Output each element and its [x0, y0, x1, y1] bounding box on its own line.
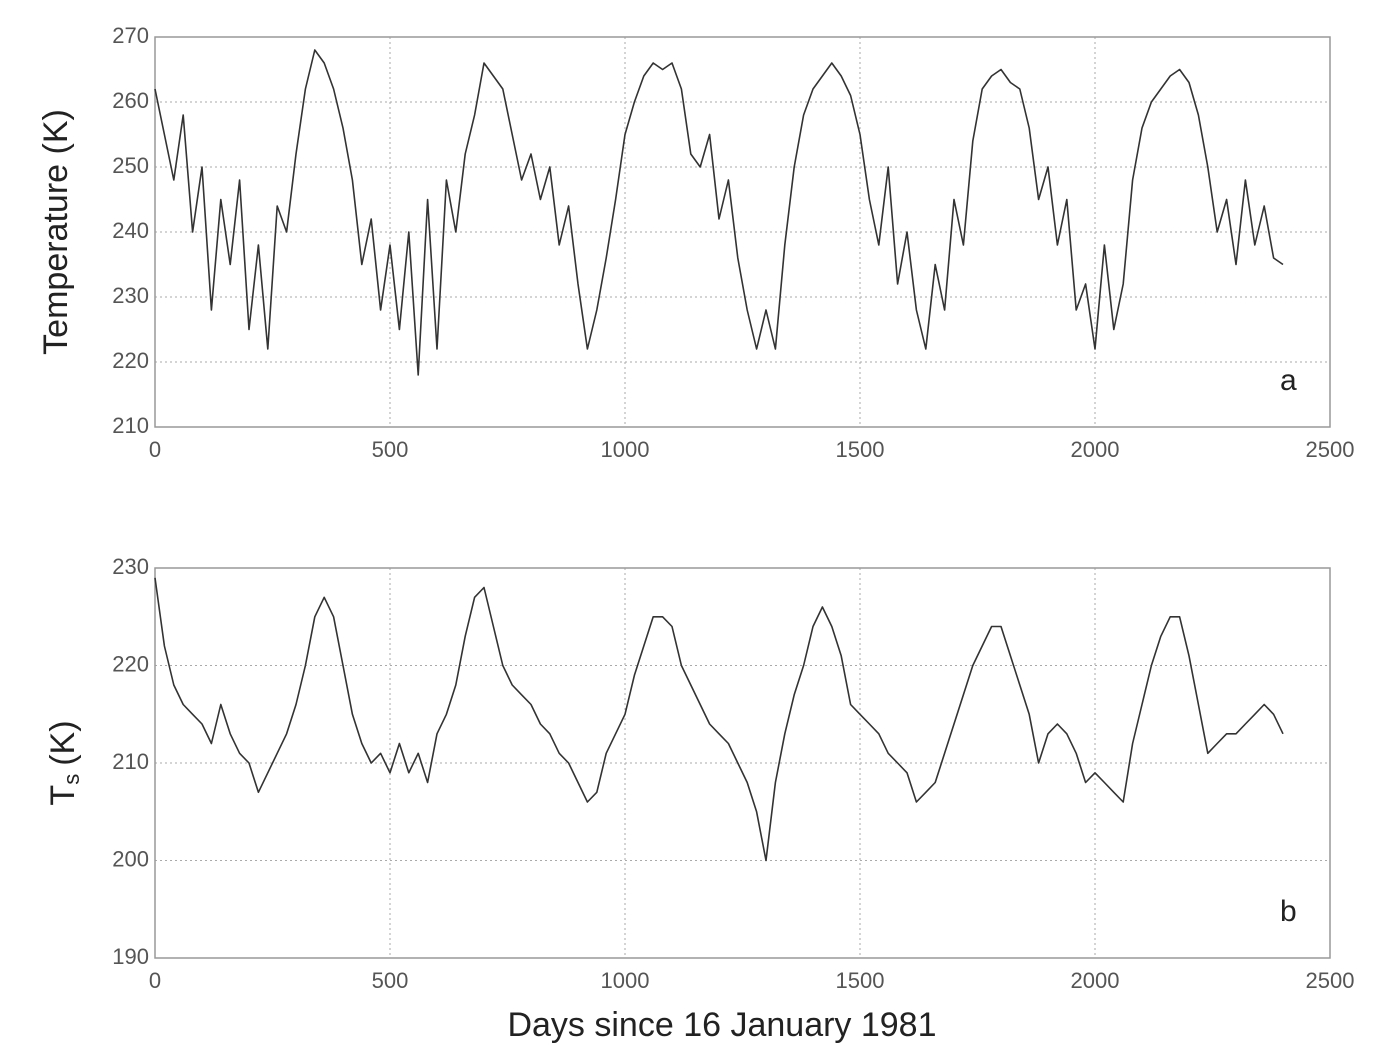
y-tick-label: 210 — [112, 413, 149, 438]
y-tick-label: 210 — [112, 749, 149, 774]
y-tick-label: 270 — [112, 23, 149, 48]
y-tick-label: 200 — [112, 846, 149, 871]
x-tick-label: 1500 — [836, 968, 885, 993]
x-tick-label: 2000 — [1071, 437, 1120, 462]
x-tick-label: 1000 — [601, 968, 650, 993]
y-axis-label-unit: (K) — [44, 720, 82, 765]
y-tick-label: 240 — [112, 218, 149, 243]
y-tick-label: 250 — [112, 153, 149, 178]
y-axis-label-main: T — [44, 785, 82, 806]
x-tick-label: 1500 — [836, 437, 885, 462]
x-axis-label: Days since 16 January 1981 — [507, 1006, 936, 1044]
y-axis-label-subscript: s — [59, 774, 84, 785]
panel-annotation: a — [1280, 364, 1297, 397]
x-tick-label: 2000 — [1071, 968, 1120, 993]
x-tick-label: 500 — [372, 968, 409, 993]
y-tick-label: 230 — [112, 283, 149, 308]
data-line — [154, 49, 1284, 376]
x-tick-label: 0 — [149, 437, 161, 462]
y-tick-label: 260 — [112, 88, 149, 113]
y-tick-label: 220 — [112, 651, 149, 676]
x-tick-label: 2500 — [1306, 437, 1355, 462]
plot-frame — [154, 567, 1331, 959]
data-line — [154, 577, 1284, 862]
plot-frame — [154, 36, 1331, 428]
x-tick-label: 2500 — [1306, 968, 1355, 993]
y-tick-label: 230 — [112, 554, 149, 579]
y-axis-label: Ts (K) — [44, 720, 84, 805]
x-tick-label: 0 — [149, 968, 161, 993]
x-tick-label: 1000 — [601, 437, 650, 462]
y-tick-label: 190 — [112, 944, 149, 969]
x-tick-label: 500 — [372, 437, 409, 462]
panel-annotation: b — [1280, 895, 1297, 928]
y-axis-label: Temperature (K) — [37, 109, 75, 355]
y-tick-label: 220 — [112, 348, 149, 373]
